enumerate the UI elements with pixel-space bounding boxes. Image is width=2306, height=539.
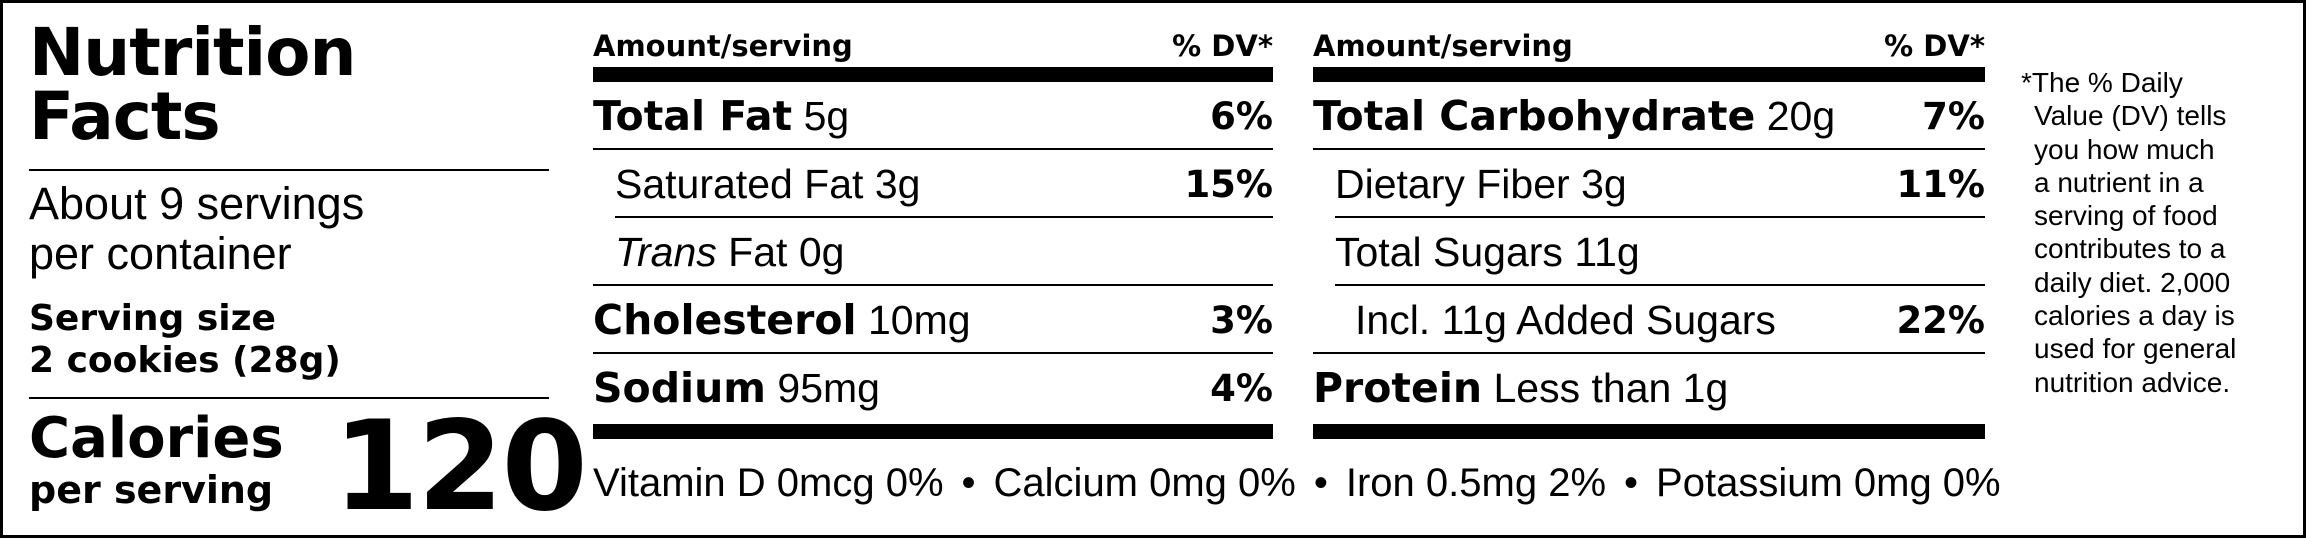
potassium: Potassium 0mg 0% bbox=[1656, 461, 2001, 505]
nutrient-dv: 7% bbox=[1922, 94, 1985, 138]
calories-value: 120 bbox=[333, 395, 588, 539]
calcium: Calcium 0mg 0% bbox=[993, 461, 1296, 505]
servings-line-1: About 9 servings bbox=[29, 178, 365, 229]
calories-sub-label: per serving bbox=[29, 468, 274, 512]
daily-value-footnote: *The % Daily Value (DV) tells you how mu… bbox=[2021, 66, 2283, 399]
nutrient-name-italic: Trans bbox=[615, 229, 717, 275]
table-left-header: Amount/serving % DV* bbox=[593, 25, 1273, 63]
dv-header: % DV* bbox=[1884, 29, 1985, 63]
amount-header: Amount/serving bbox=[1313, 29, 1573, 63]
label-title: Nutrition Facts bbox=[29, 14, 356, 155]
serving-divider bbox=[29, 397, 549, 399]
nutrient-row-trans-fat: Trans Fat 0g bbox=[593, 218, 1273, 286]
nutrient-name: Incl. 11g Added Sugars bbox=[1355, 297, 1776, 343]
servings-per-container: About 9 servings per container bbox=[29, 179, 364, 279]
nutrient-name: Total Carbohydrate bbox=[1313, 92, 1756, 140]
nutrient-amount: 10mg bbox=[867, 297, 971, 343]
serving-size: Serving size 2 cookies (28g) bbox=[29, 298, 341, 382]
nutrient-dv: 3% bbox=[1210, 298, 1273, 342]
header-thick-rule bbox=[1313, 67, 1985, 82]
nutrient-amount: 20g bbox=[1766, 93, 1836, 139]
nutrient-row-cholesterol: Cholesterol 10mg 3% bbox=[593, 286, 1273, 354]
vitamin-d: Vitamin D 0mcg 0% bbox=[593, 461, 944, 505]
calories-label: Calories bbox=[29, 406, 284, 471]
nutrient-name: Cholesterol bbox=[593, 296, 857, 344]
nutrient-amount: Less than 1g bbox=[1493, 365, 1729, 411]
dv-header: % DV* bbox=[1172, 29, 1273, 63]
nutrient-dv: 6% bbox=[1210, 94, 1273, 138]
nutrient-amount: 5g bbox=[803, 93, 850, 139]
footnote-line: used for general bbox=[2034, 333, 2237, 365]
nutrient-amount: 3g bbox=[1581, 161, 1627, 207]
nutrient-row-total-sugars: Total Sugars 11g bbox=[1313, 218, 1985, 286]
nutrient-name: Saturated Fat bbox=[615, 161, 864, 207]
serving-size-value: 2 cookies (28g) bbox=[29, 340, 341, 381]
nutrient-name: Total Sugars bbox=[1335, 229, 1563, 275]
nutrient-dv: 15% bbox=[1184, 162, 1273, 206]
footnote-line: Value (DV) tells bbox=[2034, 100, 2227, 132]
footnote-line: daily diet. 2,000 bbox=[2034, 266, 2231, 298]
nutrient-name: Protein bbox=[1313, 364, 1483, 412]
footnote-line: contributes to a bbox=[2034, 233, 2226, 265]
footnote-line: *The % Daily bbox=[2021, 67, 2183, 98]
nutrient-dv: 11% bbox=[1896, 162, 1985, 206]
amount-header: Amount/serving bbox=[593, 29, 853, 63]
nutrient-amount: 95mg bbox=[777, 365, 880, 411]
footer-thick-rule bbox=[593, 424, 1273, 439]
nutrient-dv: 22% bbox=[1896, 298, 1985, 342]
footnote-line: nutrition advice. bbox=[2034, 366, 2231, 398]
table-right-header: Amount/serving % DV* bbox=[1313, 25, 1985, 63]
title-line-1: Nutrition bbox=[29, 14, 356, 91]
nutrient-dv: 4% bbox=[1210, 366, 1273, 410]
nutrient-row-sodium: Sodium 95mg 4% bbox=[593, 354, 1273, 422]
nutrient-name: Sodium bbox=[593, 364, 767, 412]
nutrient-row-total-fat: Total Fat 5g 6% bbox=[593, 82, 1273, 150]
vitamins-minerals-line: Vitamin D 0mcg 0% • Calcium 0mg 0% • Iron 0.… bbox=[593, 459, 2001, 507]
nutrient-row-dietary-fiber: Dietary Fiber 3g 11% bbox=[1313, 150, 1985, 218]
nutrient-name: Fat bbox=[728, 229, 788, 275]
nutrient-table-right: Amount/serving % DV* Total Carbohydrate … bbox=[1313, 25, 1985, 439]
separator-dot: • bbox=[1624, 461, 1639, 505]
nutrient-name: Dietary Fiber bbox=[1335, 161, 1570, 207]
nutrient-amount: 3g bbox=[874, 161, 921, 207]
header-thick-rule bbox=[593, 67, 1273, 82]
title-divider bbox=[29, 169, 549, 171]
footnote-line: serving of food bbox=[2034, 200, 2218, 232]
nutrient-row-added-sugars: Incl. 11g Added Sugars 22% bbox=[1313, 286, 1985, 354]
nutrient-table-left: Amount/serving % DV* Total Fat 5g 6% Sat… bbox=[593, 25, 1273, 439]
footnote-line: a nutrient in a bbox=[2034, 166, 2204, 198]
nutrient-row-protein: Protein Less than 1g bbox=[1313, 354, 1985, 422]
title-line-2: Facts bbox=[29, 78, 221, 155]
footnote-line: calories a day is bbox=[2034, 300, 2235, 332]
serving-size-label: Serving size bbox=[29, 298, 276, 339]
iron: Iron 0.5mg 2% bbox=[1345, 461, 1607, 505]
servings-line-2: per container bbox=[29, 228, 292, 279]
nutrient-row-saturated-fat: Saturated Fat 3g 15% bbox=[593, 150, 1273, 218]
footnote-line: you how much bbox=[2034, 133, 2215, 165]
separator-dot: • bbox=[961, 461, 976, 505]
nutrient-amount: 0g bbox=[798, 229, 845, 275]
nutrient-name: Total Fat bbox=[593, 92, 793, 140]
nutrient-row-total-carbohydrate: Total Carbohydrate 20g 7% bbox=[1313, 82, 1985, 150]
separator-dot: • bbox=[1313, 461, 1328, 505]
nutrient-amount: 11g bbox=[1574, 229, 1640, 275]
footer-thick-rule bbox=[1313, 424, 1985, 439]
